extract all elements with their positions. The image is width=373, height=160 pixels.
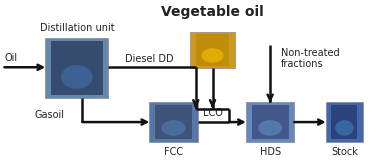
Bar xyxy=(45,38,109,98)
Bar xyxy=(190,32,235,68)
Text: Vegetable oil: Vegetable oil xyxy=(161,5,264,19)
Bar xyxy=(251,105,289,139)
Ellipse shape xyxy=(201,48,224,63)
Ellipse shape xyxy=(258,120,282,136)
Bar xyxy=(246,103,294,142)
Text: Stock: Stock xyxy=(331,147,358,157)
Bar xyxy=(51,41,103,96)
Text: LCO: LCO xyxy=(203,108,223,118)
Bar xyxy=(196,34,229,66)
Text: Oil: Oil xyxy=(4,53,18,63)
Text: fractions: fractions xyxy=(281,59,324,69)
Text: FCC: FCC xyxy=(164,147,183,157)
Ellipse shape xyxy=(61,65,93,89)
Bar xyxy=(332,105,357,139)
Bar xyxy=(149,103,198,142)
Ellipse shape xyxy=(162,120,186,136)
Text: HDS: HDS xyxy=(260,147,280,157)
Bar xyxy=(326,103,363,142)
Text: Non-treated: Non-treated xyxy=(281,48,340,58)
Text: Gasoil: Gasoil xyxy=(34,110,64,120)
Bar xyxy=(155,105,192,139)
Text: Diesel DD: Diesel DD xyxy=(125,54,174,64)
Text: Distillation unit: Distillation unit xyxy=(40,23,114,33)
Ellipse shape xyxy=(335,120,354,136)
